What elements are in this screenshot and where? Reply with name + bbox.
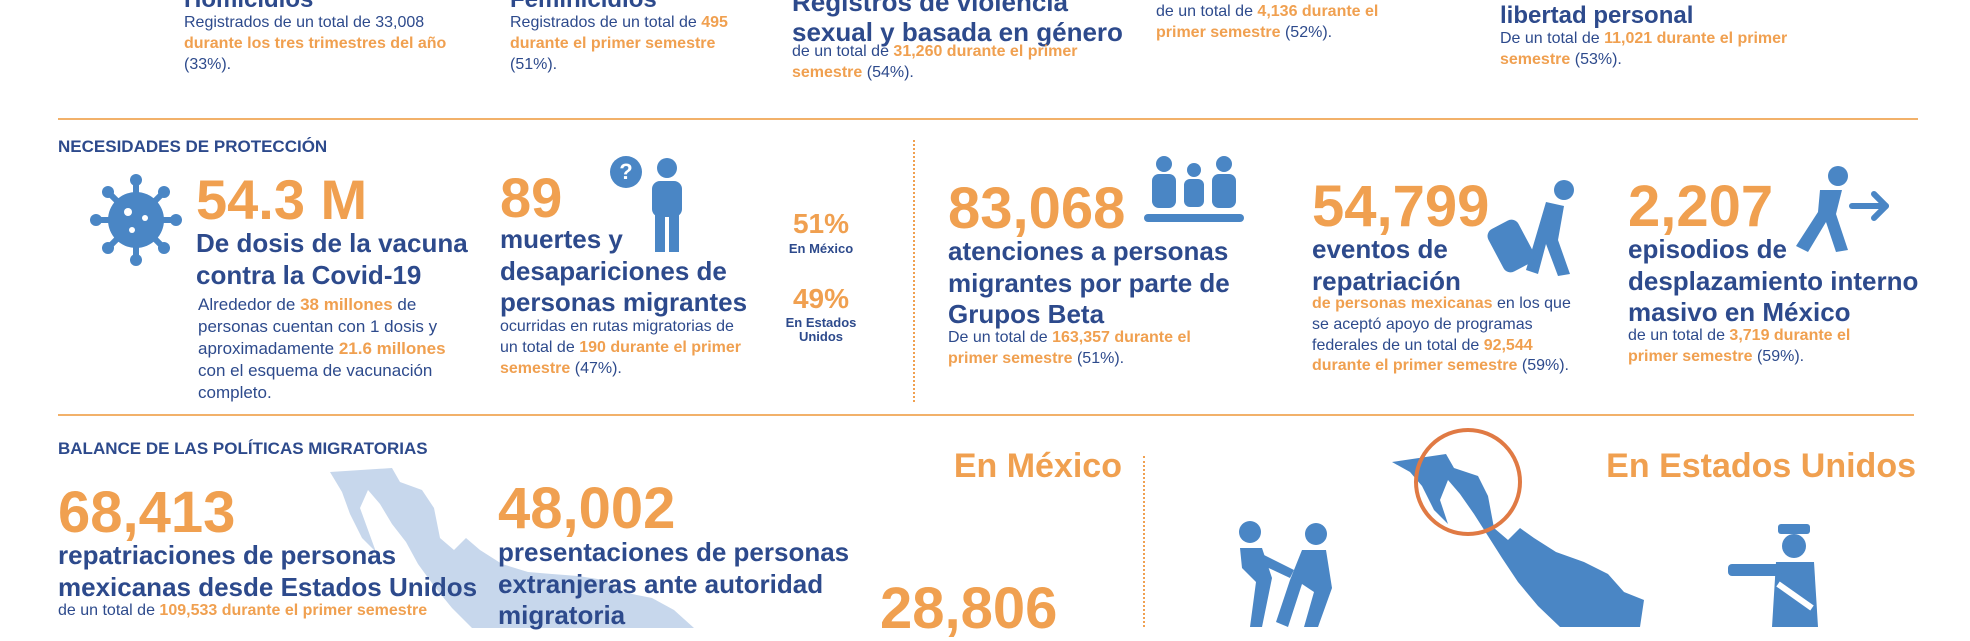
balance-repat-heading: repatriaciones de personas mexicanas des… xyxy=(58,540,478,602)
balance-present-number: 48,002 xyxy=(498,476,676,541)
officer-icon xyxy=(1728,524,1832,627)
divider-vertical-proteccion xyxy=(913,140,915,402)
beta-heading: atenciones a personas migrantes por part… xyxy=(948,236,1230,330)
c4-desc: de un total de 4,136 durante el primer s… xyxy=(1156,3,1379,41)
desplazamiento-number: 2,207 xyxy=(1628,174,1774,239)
en-estados-unidos-title: En Estados Unidos xyxy=(1606,447,1916,485)
repatriacion-heading: eventos de repatriación xyxy=(1312,234,1461,296)
muertes-us-label: En Estados Unidos xyxy=(785,315,857,344)
repatriacion-number: 54,799 xyxy=(1312,174,1490,239)
en-mexico-title: En México xyxy=(953,447,1122,485)
beta-desc: De un total de 163,357 durante el primer… xyxy=(948,329,1191,367)
muertes-heading: muertes y desapariciones de personas mig… xyxy=(500,224,748,318)
muertes-us-pct: 49% xyxy=(792,283,850,314)
muertes-number: 89 xyxy=(500,166,563,229)
mexico-map-icon xyxy=(1388,424,1648,627)
helping-person-icon xyxy=(1232,518,1342,627)
desplazamiento-desc: de un total de 3,719 durante el primer s… xyxy=(1628,327,1851,365)
mexico-map-light xyxy=(322,468,702,628)
balance-repat-desc: de un total de 109,533 durante el primer… xyxy=(58,602,428,619)
balance-third-number: 28,806 xyxy=(880,576,1058,641)
muertes-mx-label: En México xyxy=(788,241,854,256)
muertes-desc: ocurridas en rutas migratorias de un tot… xyxy=(500,318,742,377)
traveler-suitcase-icon xyxy=(1486,178,1582,278)
libertad-title: libertad personal xyxy=(1500,2,1694,29)
vacuna-desc: Alrededor de 38 millones de personas cue… xyxy=(198,295,446,403)
vacuna-heading: De dosis de la vacuna contra la Covid-19 xyxy=(196,228,468,290)
muertes-mx-split: 51% En México xyxy=(784,208,858,257)
homicidios-title: Homicidios xyxy=(184,0,313,15)
balance-repat-number: 68,413 xyxy=(58,480,236,545)
violencia-desc: de un total de 31,260 durante el primer … xyxy=(792,43,1078,81)
feminicidios-desc: Registrados de un total de 495 durante e… xyxy=(510,14,728,73)
libertad-desc: De un total de 11,021 durante el primer … xyxy=(1500,30,1788,68)
section-title-proteccion: NECESIDADES DE PROTECCIÓN xyxy=(58,137,328,156)
desplazamiento-heading: episodios de desplazamiento interno masi… xyxy=(1628,234,1919,328)
section-title-balance: BALANCE DE LAS POLÍTICAS MIGRATORIAS xyxy=(58,439,428,458)
vacuna-number: 54.3 M xyxy=(196,168,368,231)
divider-top xyxy=(58,118,1918,120)
muertes-mx-pct: 51% xyxy=(792,208,850,239)
virus-icon xyxy=(88,172,184,268)
feminicidios-title: Feminicidios xyxy=(510,0,657,15)
divider-vertical-balance xyxy=(1143,456,1145,627)
violencia-title: Registros de violencia sexual y basada e… xyxy=(792,0,1123,47)
repatriacion-desc: de personas mexicanas en los que se acep… xyxy=(1312,295,1571,375)
muertes-us-split: 49% En Estados Unidos xyxy=(776,285,866,343)
group-people-icon xyxy=(1142,154,1246,230)
divider-middle xyxy=(58,414,1914,416)
missing-person-icon: ? xyxy=(608,154,694,254)
homicidios-desc: Registrados de un total de 33,008 durant… xyxy=(184,14,447,73)
svg-text:?: ? xyxy=(619,159,632,184)
running-person-arrow-icon xyxy=(1790,164,1892,254)
balance-present-heading: presentaciones de personas extranjeras a… xyxy=(498,537,850,631)
beta-number: 83,068 xyxy=(948,176,1126,241)
